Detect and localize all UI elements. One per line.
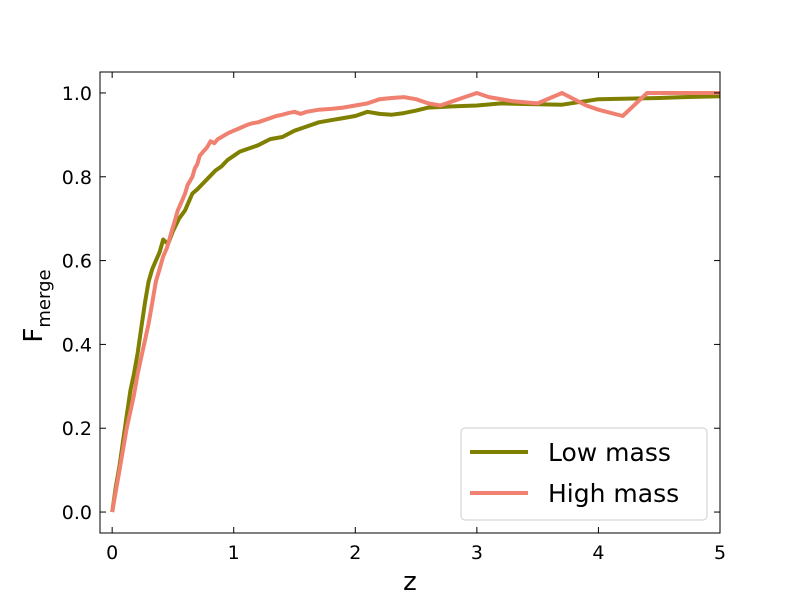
legend-label-low-mass: Low mass [548, 438, 671, 467]
x-axis-label: z [403, 567, 417, 597]
series-layer [110, 91, 721, 513]
x-tick-label: 2 [349, 542, 361, 564]
y-tick-label: 0.4 [62, 334, 92, 356]
x-tick-label: 4 [592, 542, 604, 564]
series-line-low-mass [110, 94, 721, 513]
x-tick-label: 5 [714, 542, 726, 564]
y-tick-label: 0.6 [62, 251, 92, 273]
y-tick-label: 0.8 [62, 167, 92, 189]
y-axis-label-main: F [19, 328, 49, 343]
axes-frame [99, 71, 721, 534]
plot-area: 0 1 2 3 4 5 0.0 0.2 0.4 0.6 0.8 1.0 [62, 71, 726, 564]
y-tick-label: 0.2 [62, 418, 92, 440]
legend-label-high-mass: High mass [548, 479, 679, 508]
x-tick-label: 0 [106, 542, 118, 564]
series-line-high-mass [110, 91, 720, 513]
y-tick-label: 0.0 [62, 502, 92, 524]
ticks-layer: 0 1 2 3 4 5 0.0 0.2 0.4 0.6 0.8 1.0 [62, 72, 726, 564]
y-axis-label: Fmerge [19, 269, 55, 342]
y-tick-label: 1.0 [62, 83, 92, 105]
legend: Low mass High mass [460, 427, 708, 521]
x-tick-label: 3 [471, 542, 483, 564]
y-axis-label-subscript: merge [34, 269, 55, 327]
x-tick-label: 1 [228, 542, 240, 564]
